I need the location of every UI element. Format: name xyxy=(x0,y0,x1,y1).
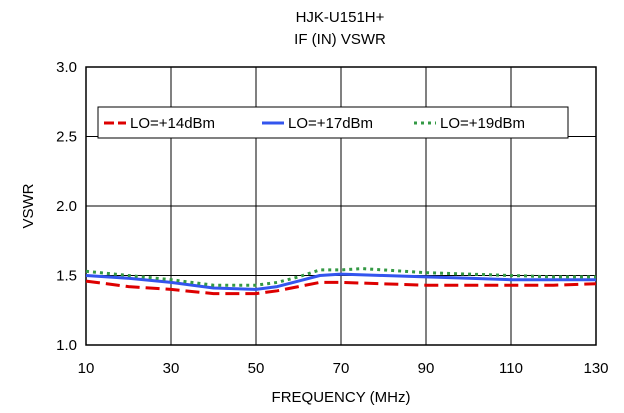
x-tick-label: 110 xyxy=(499,360,523,377)
legend: LO=+14dBm LO=+17dBm LO=+19dBm xyxy=(97,106,569,139)
y-axis-label: VSWR xyxy=(20,183,37,228)
y-tick-labels: 1.0 1.5 2.0 2.5 3.0 xyxy=(56,59,77,354)
series-line-0 xyxy=(85,279,597,296)
y-tick-label: 1.0 xyxy=(56,337,77,354)
series-line-2 xyxy=(85,267,596,287)
legend-label: LO=+14dBm xyxy=(130,115,215,132)
chart-title: HJK-U151H+ xyxy=(296,9,385,26)
series-layer xyxy=(85,267,597,296)
x-tick-label: 50 xyxy=(248,360,265,377)
y-tick-label: 3.0 xyxy=(56,59,77,76)
legend-box xyxy=(97,106,569,139)
x-tick-label: 70 xyxy=(333,360,350,377)
x-tick-labels: 10 30 50 70 90 110 130 xyxy=(78,360,609,377)
x-tick-label: 130 xyxy=(583,360,608,377)
x-axis-label: FREQUENCY (MHz) xyxy=(272,389,411,406)
y-tick-label: 1.5 xyxy=(56,268,77,285)
legend-label: LO=+17dBm xyxy=(288,115,373,132)
x-tick-label: 10 xyxy=(78,360,95,377)
y-tick-label: 2.5 xyxy=(56,129,77,146)
plot-area-border xyxy=(85,66,597,346)
x-tick-label: 30 xyxy=(163,360,180,377)
series-line-1 xyxy=(85,272,596,291)
y-tick-label: 2.0 xyxy=(56,198,77,215)
x-tick-label: 90 xyxy=(418,360,435,377)
chart-subtitle: IF (IN) VSWR xyxy=(294,31,386,48)
legend-label: LO=+19dBm xyxy=(440,115,525,132)
